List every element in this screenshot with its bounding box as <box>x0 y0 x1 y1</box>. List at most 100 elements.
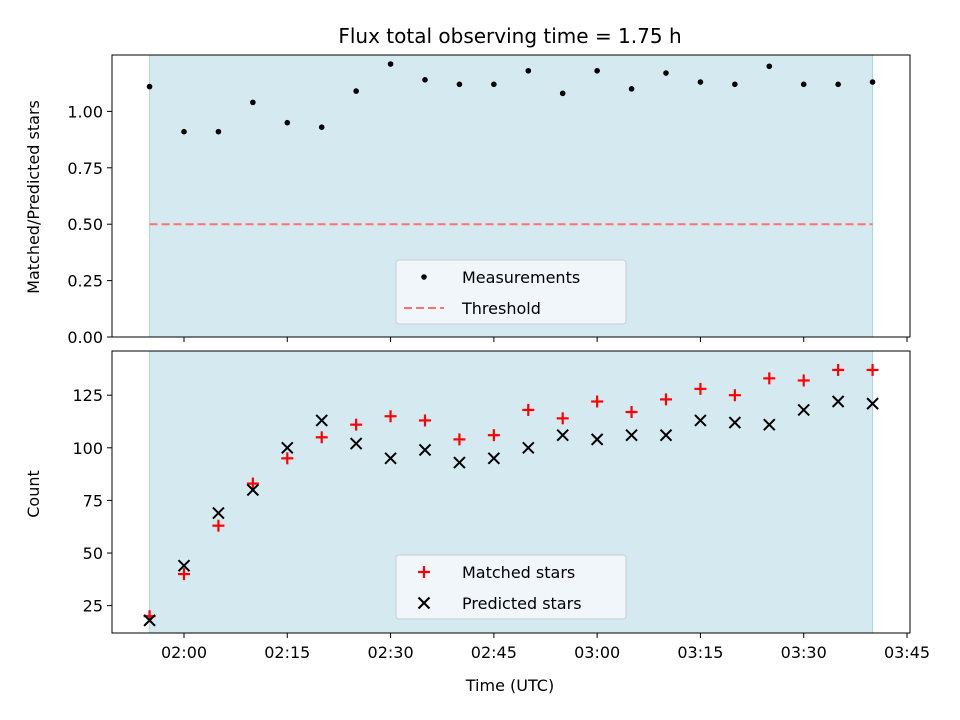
top-y-tick-label: 0.00 <box>67 328 103 347</box>
predicted-star-marker <box>384 452 397 465</box>
top-y-tick-label: 0.75 <box>67 159 103 178</box>
predicted-star-marker <box>522 441 535 455</box>
x-stroke-b <box>143 614 156 627</box>
bottom-legend: Matched stars Predicted stars <box>395 554 627 620</box>
x-stroke-b <box>522 441 535 455</box>
predicted-star-marker <box>831 395 845 408</box>
x-stroke-b <box>349 437 363 450</box>
top-y-tick-label: 1.00 <box>67 102 103 121</box>
predicted-star-marker <box>556 428 569 442</box>
measurement-point <box>215 128 222 135</box>
predicted-star-marker <box>763 418 776 431</box>
x-stroke-b <box>763 418 776 431</box>
bottom-y-tick-label: 125 <box>72 386 103 405</box>
x-stroke-b <box>694 414 707 427</box>
bottom-y-tick-label: 100 <box>72 439 103 458</box>
predicted-star-marker <box>625 428 638 442</box>
x-tick-label: 03:45 <box>884 643 930 662</box>
x-stroke-b <box>212 506 225 520</box>
measurement-point <box>766 63 773 70</box>
predicted-star-marker <box>281 441 294 455</box>
x-stroke-b <box>831 395 845 408</box>
matched-star-marker <box>660 393 672 406</box>
predicted-star-marker <box>866 397 879 410</box>
x-tick-label: 03:15 <box>677 643 723 662</box>
x-tick-label: 03:30 <box>781 643 827 662</box>
measurement-point <box>146 83 153 90</box>
matched-star-marker <box>281 452 294 465</box>
top-y-tick-label: 0.50 <box>67 215 103 234</box>
x-stroke-b <box>659 428 673 442</box>
matched-star-marker <box>212 519 225 532</box>
matched-star-marker <box>832 363 845 376</box>
predicted-star-marker <box>694 414 707 427</box>
matched-star-marker <box>384 410 397 423</box>
bottom-y-tick-label: 50 <box>83 544 103 563</box>
measurement-point <box>594 67 600 74</box>
x-axis-label: Time (UTC) <box>465 676 554 695</box>
matched-star-marker <box>625 406 638 419</box>
top-y-axis-label: Matched/Predicted stars <box>24 100 43 294</box>
x-tick-label: 02:00 <box>161 643 207 662</box>
x-stroke-b <box>866 397 879 410</box>
matched-star-marker <box>453 433 466 446</box>
predicted-star-marker <box>315 414 328 427</box>
legend-box <box>395 554 627 620</box>
x-stroke-b <box>177 559 191 572</box>
x-stroke-b <box>315 414 328 427</box>
legend-label: Matched stars <box>462 563 575 582</box>
legend-label: Measurements <box>462 268 580 287</box>
measurement-point <box>559 90 566 97</box>
matched-star-marker <box>522 403 535 416</box>
matched-star-marker <box>797 374 810 387</box>
matched-star-marker <box>556 412 569 425</box>
legend-dot-icon <box>421 274 427 280</box>
bottom-panel: 25 50 75 100 125 02:00 02:15 02:30 02:45 03:00 03:… <box>72 350 930 662</box>
legend-label: Threshold <box>461 299 541 318</box>
measurement-point <box>800 81 807 88</box>
x-tick-label: 02:45 <box>471 643 517 662</box>
matched-star-marker <box>866 363 879 376</box>
bottom-axes-frame <box>111 350 911 634</box>
legend-box <box>395 259 627 325</box>
predicted-star-marker <box>143 614 156 627</box>
x-stroke-b <box>453 456 466 469</box>
matched-star-marker <box>178 568 190 581</box>
measurement-point <box>869 79 876 85</box>
x-stroke-b <box>246 483 260 497</box>
measurement-point <box>181 128 187 135</box>
top-panel: 0.00 0.25 0.50 0.75 1.00 Measurements Threshol… <box>67 54 911 347</box>
measurement-point <box>835 81 841 88</box>
top-axes-frame <box>111 54 911 338</box>
matched-star-marker <box>591 395 604 408</box>
measurement-point <box>732 81 738 88</box>
matched-star-marker <box>246 477 259 490</box>
predicted-star-marker <box>728 416 742 429</box>
measurement-point <box>422 77 428 83</box>
matched-star-marker <box>350 418 363 431</box>
matched-star-marker <box>728 389 741 402</box>
x-tick-label: 03:00 <box>574 643 620 662</box>
measurement-point <box>663 70 669 76</box>
predicted-star-marker <box>349 437 363 450</box>
predicted-star-marker <box>212 506 225 520</box>
chart-title: Flux total observing time = 1.75 h <box>338 24 681 48</box>
matched-star-marker <box>487 429 500 442</box>
measurement-point <box>697 79 704 85</box>
x-stroke-b <box>625 428 638 442</box>
x-tick-label: 02:15 <box>264 643 310 662</box>
bottom-y-tick-label: 25 <box>83 597 103 616</box>
predicted-star-marker <box>590 433 604 446</box>
matched-star-marker <box>315 431 328 444</box>
top-legend: Measurements Threshold <box>395 259 627 325</box>
legend-x-icon <box>417 596 431 610</box>
bottom-y-tick-label: 75 <box>83 491 103 510</box>
predicted-star-marker <box>487 452 501 465</box>
x-stroke-b <box>556 428 569 442</box>
x-stroke-b <box>418 443 432 457</box>
predicted-star-marker <box>418 443 432 457</box>
measurement-point <box>284 119 291 126</box>
x-stroke-b <box>281 441 294 455</box>
measurement-point <box>353 88 359 94</box>
measurement-point <box>456 81 463 88</box>
